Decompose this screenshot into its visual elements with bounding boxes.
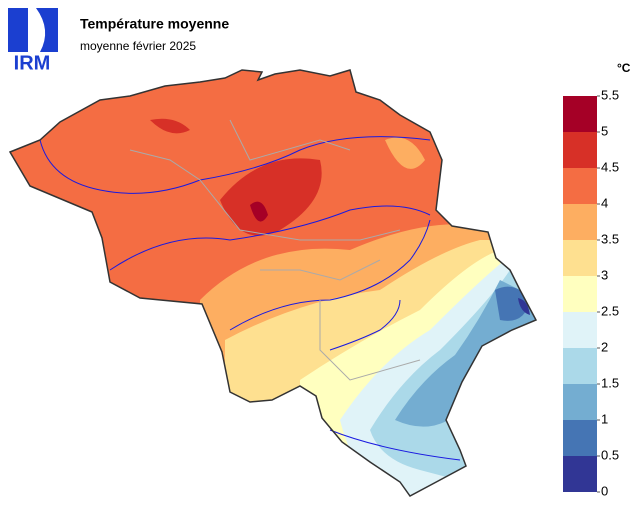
legend-tick-label: 5.5: [601, 87, 619, 102]
region: [385, 137, 425, 169]
river: [329, 429, 461, 461]
legend-tick-label: 5: [601, 123, 608, 138]
legend-unit: °C: [617, 61, 631, 75]
subtitle: moyenne février 2025: [80, 39, 196, 53]
region: [250, 201, 268, 222]
map: [10, 70, 536, 496]
region: [220, 158, 322, 236]
legend-tick-label: 2.5: [601, 303, 619, 318]
legend-tick-label: 2: [601, 339, 608, 354]
legend-tick-label: 3.5: [601, 231, 619, 246]
logo-shape: [36, 8, 58, 52]
region: [495, 286, 530, 321]
legend-band: [563, 132, 597, 168]
legend-band: [563, 456, 597, 492]
legend-band: [563, 348, 597, 384]
river: [329, 299, 401, 351]
logo-text: IRM: [14, 52, 51, 74]
legend-tick-label: 4: [601, 195, 608, 210]
legend-band: [563, 420, 597, 456]
region: [518, 298, 530, 315]
legend-tick-label: 0.5: [601, 447, 619, 462]
borders: [129, 119, 421, 381]
logo: IRM: [8, 8, 58, 74]
region: [150, 118, 190, 134]
legend-tick-label: 4.5: [601, 159, 619, 174]
province-border: [129, 119, 421, 381]
legend-band: [563, 276, 597, 312]
legend-band: [563, 168, 597, 204]
legend-band: [563, 240, 597, 276]
logo-shape: [8, 8, 28, 52]
title: Température moyenne: [80, 16, 229, 32]
river: [229, 219, 431, 331]
legend-band: [563, 204, 597, 240]
legend-band: [563, 96, 597, 132]
legend-band: [563, 384, 597, 420]
legend-tick-label: 0: [601, 483, 608, 498]
river: [109, 205, 431, 271]
legend-tick-label: 1: [601, 411, 608, 426]
legend-tick-label: 3: [601, 267, 608, 282]
legend-band: [563, 312, 597, 348]
legend-tick-label: 1.5: [601, 375, 619, 390]
